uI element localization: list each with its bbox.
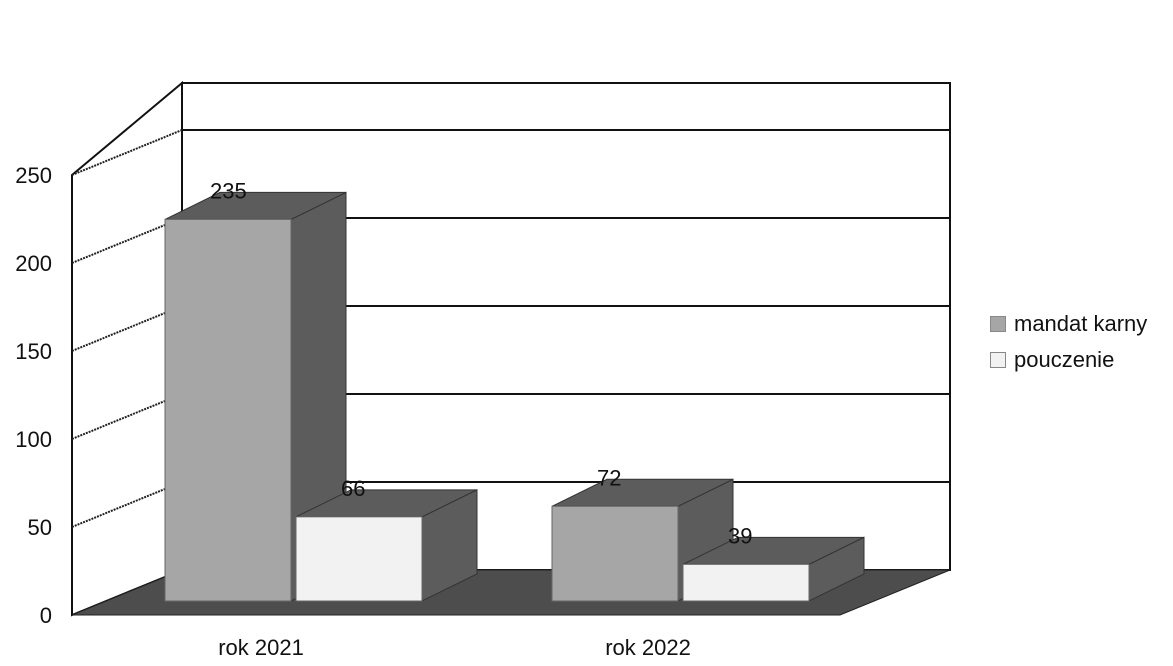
y-tick-label: 150 (15, 339, 52, 364)
gridline-side (71, 129, 183, 176)
legend-label-mandat-karny: mandat karny (1014, 311, 1148, 336)
y-tick-label: 100 (15, 427, 52, 452)
data-label: 72 (597, 465, 621, 490)
bar (682, 563, 810, 602)
x-tick-label: rok 2022 (605, 635, 691, 660)
legend: mandat karny pouczenie (990, 306, 1147, 378)
y-tick-label: 0 (40, 603, 52, 628)
bar (164, 218, 292, 602)
x-tick-label: rok 2021 (218, 635, 304, 660)
gridline-side (71, 481, 183, 528)
y-tick-label: 250 (15, 163, 52, 188)
legend-swatch-pouczenie (990, 352, 1006, 368)
legend-swatch-mandat-karny (990, 316, 1006, 332)
data-label: 39 (728, 523, 752, 548)
bar (295, 516, 423, 602)
gridline-side (71, 217, 183, 264)
data-label: 66 (341, 476, 365, 501)
gridline-side (71, 305, 183, 352)
bar (551, 505, 679, 602)
legend-item-mandat-karny: mandat karny (990, 306, 1147, 342)
y-tick-label: 50 (28, 515, 52, 540)
legend-item-pouczenie: pouczenie (990, 342, 1147, 378)
y-tick-label: 200 (15, 251, 52, 276)
gridline-side (71, 393, 183, 440)
data-label: 235 (210, 178, 247, 203)
legend-label-pouczenie: pouczenie (1014, 347, 1115, 372)
